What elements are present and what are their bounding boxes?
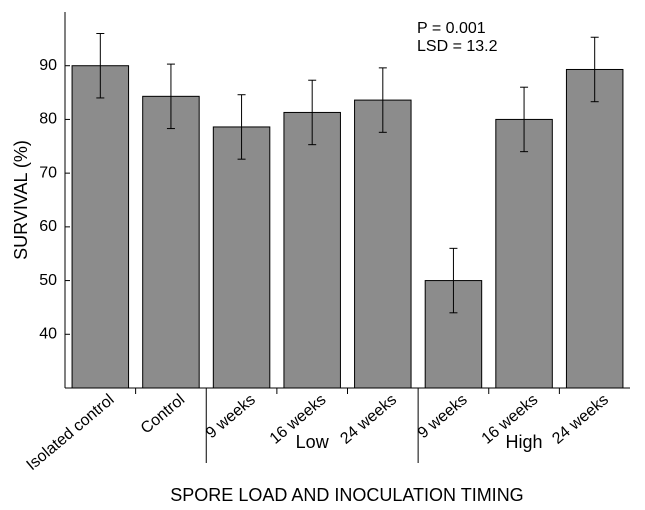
- x-tick-label: 24 weeks: [337, 391, 400, 447]
- group-label: Low: [296, 432, 330, 452]
- bar: [565, 68, 624, 389]
- x-axis-title: SPORE LOAD AND INOCULATION TIMING: [170, 485, 523, 505]
- bar: [142, 95, 200, 389]
- x-tick-label: 9 weeks: [415, 391, 471, 442]
- annotation: P = 0.001: [417, 20, 486, 37]
- group-label: High: [506, 432, 543, 452]
- bar: [212, 126, 271, 389]
- y-tick-label: 60: [39, 218, 57, 235]
- bar: [354, 99, 412, 389]
- bar: [495, 118, 553, 389]
- x-tick-label: Isolated control: [24, 391, 118, 474]
- y-axis-title: SURVIVAL (%): [11, 140, 31, 260]
- bar: [283, 111, 341, 389]
- x-tick-label: 9 weeks: [203, 391, 259, 442]
- y-tick-label: 90: [39, 57, 57, 74]
- y-tick-label: 50: [39, 272, 57, 289]
- x-tick-label: Control: [138, 391, 188, 437]
- annotation: LSD = 13.2: [417, 38, 498, 55]
- y-tick-label: 80: [39, 111, 57, 128]
- x-tick-label: 24 weeks: [549, 391, 612, 447]
- bar: [71, 65, 130, 389]
- y-tick-label: 40: [39, 326, 57, 343]
- y-tick-label: 70: [39, 164, 57, 181]
